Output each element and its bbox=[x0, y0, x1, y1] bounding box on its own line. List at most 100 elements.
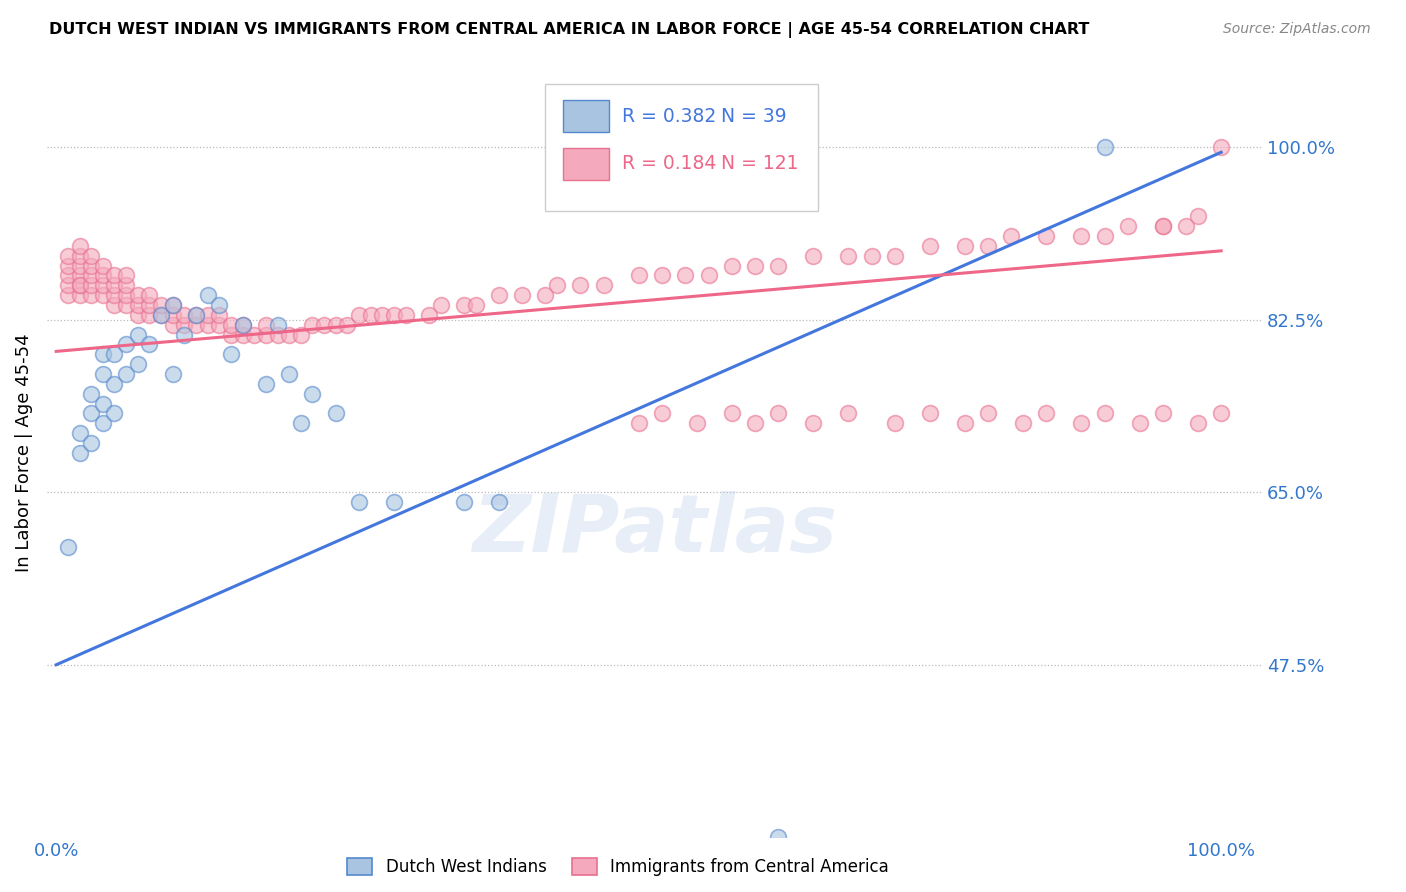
Point bbox=[837, 407, 859, 421]
Point bbox=[1211, 140, 1233, 154]
Point bbox=[953, 239, 976, 253]
Point bbox=[1000, 229, 1022, 244]
Point bbox=[744, 259, 766, 273]
Point bbox=[290, 327, 312, 342]
Point bbox=[1035, 229, 1057, 244]
Point bbox=[150, 298, 173, 312]
Point bbox=[884, 249, 907, 263]
Point bbox=[219, 327, 242, 342]
Point bbox=[453, 495, 475, 509]
Point bbox=[243, 327, 266, 342]
Point bbox=[127, 288, 149, 302]
Point bbox=[173, 327, 195, 342]
Point bbox=[69, 249, 91, 263]
Point bbox=[918, 407, 941, 421]
Point bbox=[768, 830, 790, 845]
Point bbox=[197, 308, 219, 322]
Point bbox=[80, 407, 103, 421]
Point bbox=[232, 318, 254, 332]
Point bbox=[80, 259, 103, 273]
Point bbox=[1094, 229, 1116, 244]
Point bbox=[69, 288, 91, 302]
Point bbox=[115, 278, 138, 293]
Point bbox=[162, 298, 184, 312]
Point bbox=[266, 318, 288, 332]
Point bbox=[627, 268, 650, 283]
Point bbox=[91, 396, 114, 410]
Point bbox=[80, 268, 103, 283]
Text: N = 39: N = 39 bbox=[721, 107, 787, 126]
Point bbox=[208, 318, 231, 332]
Point bbox=[382, 495, 405, 509]
Point bbox=[80, 278, 103, 293]
Point bbox=[651, 268, 673, 283]
Point bbox=[208, 298, 231, 312]
Point bbox=[69, 426, 91, 441]
Point bbox=[127, 298, 149, 312]
Point bbox=[651, 407, 673, 421]
Point bbox=[173, 308, 195, 322]
Point bbox=[768, 259, 790, 273]
Text: R = 0.382: R = 0.382 bbox=[621, 107, 716, 126]
Point bbox=[918, 239, 941, 253]
Point bbox=[80, 436, 103, 450]
Point bbox=[301, 318, 323, 332]
Point bbox=[56, 540, 79, 554]
Point bbox=[510, 288, 533, 302]
Point bbox=[138, 298, 160, 312]
Point bbox=[162, 298, 184, 312]
Y-axis label: In Labor Force | Age 45-54: In Labor Force | Age 45-54 bbox=[15, 334, 32, 572]
Point bbox=[1187, 417, 1209, 431]
Point bbox=[254, 327, 277, 342]
Point bbox=[395, 308, 418, 322]
Point bbox=[266, 327, 288, 342]
Legend: Dutch West Indians, Immigrants from Central America: Dutch West Indians, Immigrants from Cent… bbox=[340, 851, 896, 883]
Point bbox=[325, 318, 347, 332]
Point bbox=[1116, 219, 1139, 234]
Text: ZIPatlas: ZIPatlas bbox=[472, 491, 837, 569]
Point bbox=[138, 308, 160, 322]
Point bbox=[219, 318, 242, 332]
Point bbox=[418, 308, 440, 322]
Point bbox=[1129, 417, 1152, 431]
FancyBboxPatch shape bbox=[564, 100, 609, 132]
Point bbox=[91, 367, 114, 381]
Point bbox=[837, 249, 859, 263]
Point bbox=[103, 298, 125, 312]
Point bbox=[721, 259, 744, 273]
Point bbox=[1070, 417, 1092, 431]
Point bbox=[953, 417, 976, 431]
Point bbox=[56, 288, 79, 302]
Point bbox=[546, 278, 568, 293]
Point bbox=[197, 318, 219, 332]
Point bbox=[69, 278, 91, 293]
Point bbox=[301, 386, 323, 401]
Point bbox=[1070, 229, 1092, 244]
Point bbox=[860, 249, 883, 263]
Point bbox=[1187, 210, 1209, 224]
Text: R = 0.184: R = 0.184 bbox=[621, 154, 716, 173]
Point bbox=[91, 417, 114, 431]
Point bbox=[150, 308, 173, 322]
Point bbox=[138, 337, 160, 351]
Text: Source: ZipAtlas.com: Source: ZipAtlas.com bbox=[1223, 22, 1371, 37]
Point bbox=[1152, 219, 1174, 234]
Point bbox=[184, 308, 207, 322]
Point bbox=[347, 495, 370, 509]
Point bbox=[1152, 407, 1174, 421]
Point bbox=[103, 376, 125, 391]
Point bbox=[673, 268, 696, 283]
Point bbox=[91, 288, 114, 302]
Point bbox=[977, 407, 1000, 421]
Point bbox=[592, 278, 614, 293]
Point bbox=[208, 308, 231, 322]
Point bbox=[1094, 140, 1116, 154]
Point bbox=[314, 318, 336, 332]
Point bbox=[1094, 407, 1116, 421]
Point bbox=[360, 308, 382, 322]
Point bbox=[977, 239, 1000, 253]
Point bbox=[115, 298, 138, 312]
Point bbox=[534, 288, 557, 302]
Point bbox=[69, 278, 91, 293]
Point bbox=[103, 278, 125, 293]
